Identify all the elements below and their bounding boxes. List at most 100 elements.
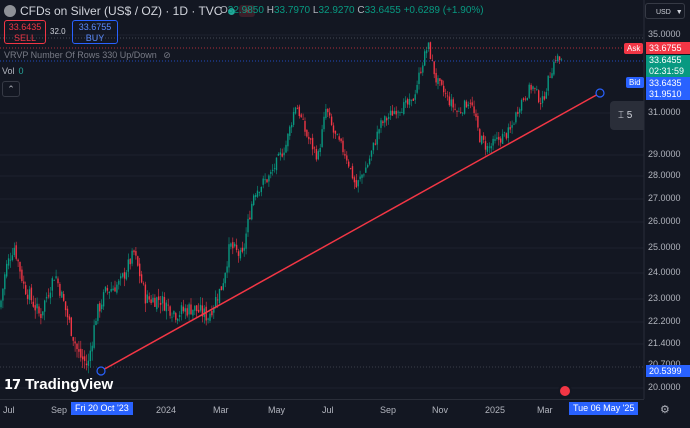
price-tick-label: 26.0000 bbox=[648, 216, 681, 226]
candle-body bbox=[161, 296, 164, 304]
candle-body bbox=[532, 86, 534, 90]
candle-body bbox=[471, 102, 473, 106]
candle-body bbox=[321, 129, 323, 147]
chevron-up-icon[interactable]: ⌃ bbox=[2, 81, 20, 97]
candle-body bbox=[349, 168, 352, 169]
candle-body bbox=[405, 100, 407, 103]
candle-body bbox=[424, 51, 426, 66]
candle-body bbox=[397, 111, 399, 113]
vrvp-legend[interactable]: VRVP Number Of Rows 330 Up/Down ⊘ bbox=[4, 50, 171, 60]
sell-button[interactable]: 33.6435 SELL bbox=[4, 20, 46, 44]
candle-body bbox=[353, 177, 356, 183]
volume-legend[interactable]: Vol 0 bbox=[2, 66, 24, 76]
candle-body bbox=[463, 100, 466, 114]
candle-body bbox=[452, 99, 454, 108]
candle-body bbox=[116, 284, 118, 293]
candle-body bbox=[150, 299, 152, 304]
trendline-start-date-tag: Fri 20 Oct '23 bbox=[71, 402, 133, 415]
candle-body bbox=[467, 104, 470, 107]
candle-body bbox=[45, 296, 48, 299]
candle-body bbox=[6, 263, 8, 277]
candle-body bbox=[133, 250, 135, 253]
candle-body bbox=[534, 87, 536, 89]
candle-body bbox=[209, 313, 211, 321]
candle-body bbox=[44, 300, 46, 312]
currency-select[interactable]: USD ▼ bbox=[645, 3, 685, 19]
candle-body bbox=[275, 157, 278, 171]
candle-body bbox=[306, 130, 308, 137]
wave-icon[interactable]: ≈ bbox=[239, 5, 256, 17]
candle-body bbox=[427, 42, 430, 50]
candle-body bbox=[287, 133, 289, 147]
candle-body bbox=[182, 306, 185, 312]
bid-price-tag: 33.6435 bbox=[646, 77, 690, 89]
trendline-end-date-tag: Tue 06 May '25 bbox=[569, 402, 639, 415]
candle-body bbox=[557, 55, 559, 62]
candle-body bbox=[291, 124, 293, 128]
candle-body bbox=[192, 309, 194, 316]
ask-label: Ask bbox=[624, 43, 644, 54]
ask-price-tag: 33.6755 bbox=[646, 42, 690, 54]
candlestick-series bbox=[0, 41, 563, 374]
candle-body bbox=[473, 106, 475, 113]
gear-icon[interactable]: ⚙ bbox=[660, 404, 670, 416]
trendline-start-handle[interactable] bbox=[96, 366, 106, 376]
candle-body bbox=[507, 127, 509, 138]
candle-body bbox=[418, 72, 420, 85]
candle-body bbox=[28, 289, 31, 300]
time-tick-label: Mar bbox=[213, 405, 229, 415]
candle-body bbox=[547, 75, 549, 91]
candle-body bbox=[13, 247, 15, 255]
candle-body bbox=[197, 309, 200, 313]
candle-body bbox=[378, 129, 380, 134]
candle-body bbox=[129, 259, 131, 265]
candle-body bbox=[503, 131, 506, 133]
price-tick-label: 25.0000 bbox=[648, 242, 681, 252]
candle-body bbox=[224, 272, 226, 284]
buy-button[interactable]: 33.6755 BUY bbox=[72, 20, 118, 44]
candle-body bbox=[517, 111, 519, 114]
candle-body bbox=[389, 110, 392, 116]
candle-body bbox=[135, 251, 137, 256]
candle-body bbox=[361, 174, 363, 178]
price-tick-label: 27.0000 bbox=[648, 193, 681, 203]
trendline[interactable] bbox=[100, 92, 601, 372]
candle-body bbox=[21, 269, 23, 282]
us-flag-event-icon[interactable] bbox=[558, 384, 572, 398]
trendline-end-handle[interactable] bbox=[595, 88, 605, 98]
candle-body bbox=[372, 142, 375, 151]
time-axis[interactable] bbox=[0, 399, 644, 428]
candle-body bbox=[401, 112, 403, 113]
candle-body bbox=[101, 304, 103, 310]
candle-body bbox=[167, 304, 169, 306]
bid-label: Bid bbox=[626, 77, 644, 88]
candle-body bbox=[235, 244, 238, 250]
measure-tool-button[interactable]: ⌶ 5 bbox=[610, 101, 644, 130]
candle-body bbox=[482, 135, 485, 140]
candle-body bbox=[348, 161, 350, 167]
candle-body bbox=[292, 112, 295, 125]
candle-body bbox=[386, 118, 388, 121]
candle-body bbox=[108, 291, 110, 294]
candle-body bbox=[57, 278, 59, 284]
buy-label: BUY bbox=[85, 33, 105, 43]
price-tick-label: 31.0000 bbox=[648, 107, 681, 117]
symbol-title[interactable]: CFDs on Silver (US$ / OZ) · 1D · TVC ≈ bbox=[4, 4, 256, 18]
candle-body bbox=[148, 296, 150, 300]
time-tick-label: Nov bbox=[432, 405, 449, 415]
change-readout: +0.6289 (+1.90%) bbox=[403, 5, 484, 16]
candle-body bbox=[188, 304, 190, 315]
candle-body bbox=[106, 288, 109, 291]
candle-body bbox=[558, 56, 561, 61]
candle-body bbox=[264, 179, 266, 181]
candle-body bbox=[315, 148, 318, 160]
time-tick-label: Jul bbox=[322, 405, 334, 415]
candle-body bbox=[490, 146, 492, 149]
candle-body bbox=[300, 114, 302, 118]
candle-body bbox=[494, 139, 496, 141]
candle-body bbox=[83, 356, 86, 361]
candle-body bbox=[429, 42, 432, 59]
candle-body bbox=[357, 180, 359, 187]
eye-hidden-icon[interactable]: ⊘ bbox=[163, 50, 171, 60]
